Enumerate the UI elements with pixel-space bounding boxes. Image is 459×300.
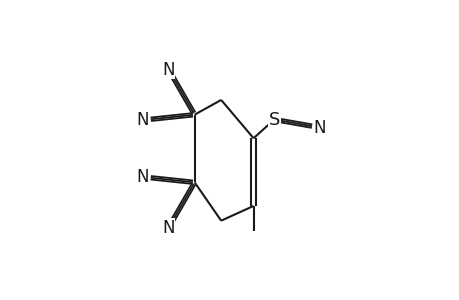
- Text: S: S: [268, 110, 280, 128]
- Text: N: N: [162, 218, 174, 236]
- Text: N: N: [313, 118, 325, 136]
- Text: N: N: [136, 111, 149, 129]
- Text: N: N: [162, 61, 174, 79]
- Text: N: N: [136, 168, 149, 186]
